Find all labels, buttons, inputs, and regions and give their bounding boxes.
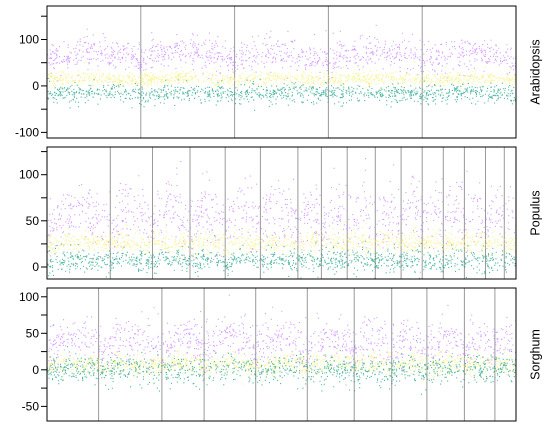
y-tick-label: 50 [26, 326, 40, 340]
series-1 [47, 158, 516, 273]
series-2 [47, 61, 516, 94]
panel-label: Arabidopsis [528, 39, 542, 104]
series-points [48, 294, 516, 386]
series-1 [48, 294, 516, 386]
series-points [47, 61, 516, 94]
series-points [47, 158, 516, 273]
points-layer [47, 24, 516, 111]
panel-arabidopsis: -100 0 100 Arabidopsis [15, 5, 542, 139]
y-tick-label: 0 [32, 260, 39, 274]
series-1 [47, 24, 516, 86]
y-tick-label: -100 [15, 125, 39, 139]
series-3 [47, 340, 516, 395]
panel-frame [46, 146, 517, 280]
y-tick-label: -50 [22, 399, 40, 413]
panel-sorghum: -50 0 50 100 Sorghum [19, 287, 542, 422]
series-points [47, 24, 516, 86]
points-layer [47, 158, 516, 279]
y-tick-label: 0 [32, 79, 39, 93]
series-points [47, 77, 516, 111]
series-points [47, 340, 516, 395]
panel-label: Populus [528, 190, 542, 235]
panel-frame [46, 287, 517, 422]
y-tick-label: 50 [26, 214, 40, 228]
panel-populus: 0 50 100 Populus [19, 146, 542, 280]
series-3 [47, 77, 516, 111]
points-layer [47, 294, 516, 395]
panel-frame [46, 5, 517, 139]
y-tick-label: 100 [19, 168, 39, 182]
y-tick-label: 100 [19, 33, 39, 47]
y-tick-label: 0 [32, 363, 39, 377]
panel-label: Sorghum [528, 329, 542, 380]
y-tick-label: 100 [19, 290, 39, 304]
